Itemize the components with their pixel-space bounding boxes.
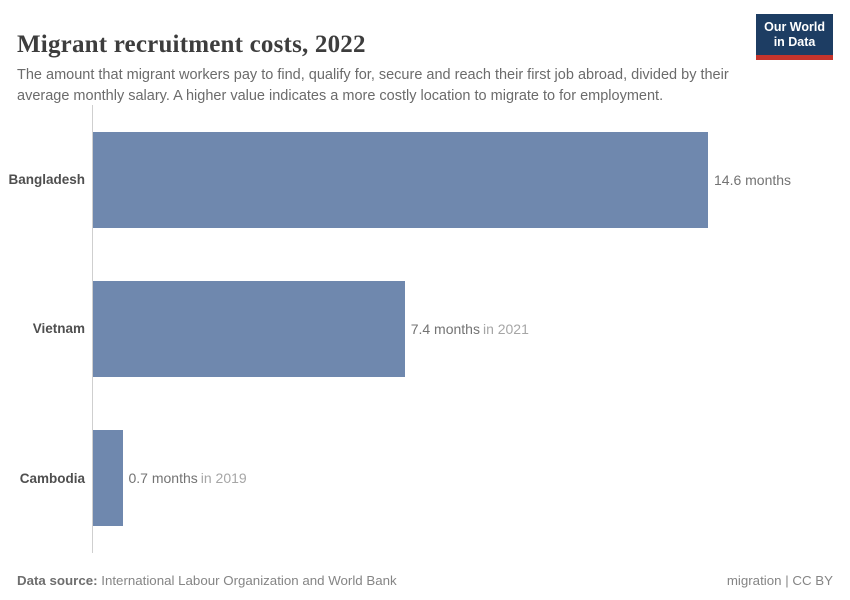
value-number-vietnam: 7.4 months xyxy=(410,320,480,337)
bar-cambodia[interactable] xyxy=(93,430,123,527)
bar-rows: Bangladesh 14.6 months Vietnam 7.4 months in… xyxy=(0,105,840,553)
bar-row-vietnam: Vietnam 7.4 months in 2021 xyxy=(0,254,840,403)
bar-track-vietnam: 7.4 months in 2021 xyxy=(92,254,840,403)
owid-logo-line2: in Data xyxy=(773,35,816,49)
bar-track-bangladesh: 14.6 months xyxy=(92,105,840,254)
year-note-vietnam: in 2021 xyxy=(482,320,529,337)
chart-subtitle: The amount that migrant workers pay to f… xyxy=(17,66,729,104)
bar-vietnam[interactable] xyxy=(93,280,405,377)
value-label-vietnam: 7.4 months in 2021 xyxy=(411,321,529,337)
entity-label-vietnam: Vietnam xyxy=(32,321,85,337)
y-axis-line xyxy=(92,105,93,553)
page-title: Migrant recruitment costs, 2022 xyxy=(17,30,366,58)
bar-row-bangladesh: Bangladesh 14.6 months xyxy=(0,105,840,254)
owid-logo-line1: Our World xyxy=(764,20,825,34)
entity-label-bangladesh: Bangladesh xyxy=(8,172,85,188)
value-number-cambodia: 0.7 months xyxy=(128,470,198,487)
entity-label-cambodia: Cambodia xyxy=(19,470,85,486)
rights-note: migration | CC BY xyxy=(726,573,833,588)
year-note-cambodia: in 2019 xyxy=(200,470,247,487)
data-source-label: Data source: xyxy=(17,573,98,588)
bar-row-cambodia: Cambodia 0.7 months in 2019 xyxy=(0,404,840,553)
value-label-bangladesh: 14.6 months xyxy=(714,172,791,188)
owid-logo[interactable]: Our World in Data xyxy=(756,14,833,60)
value-label-cambodia: 0.7 months in 2019 xyxy=(129,470,247,486)
bar-bangladesh[interactable] xyxy=(93,131,708,228)
data-source-text: International Labour Organization and Wo… xyxy=(101,573,397,588)
chart-footer: Data source: International Labour Organi… xyxy=(17,573,833,588)
data-source: Data source: International Labour Organi… xyxy=(17,573,397,588)
bar-track-cambodia: 0.7 months in 2019 xyxy=(92,404,840,553)
value-number-bangladesh: 14.6 months xyxy=(714,171,792,188)
